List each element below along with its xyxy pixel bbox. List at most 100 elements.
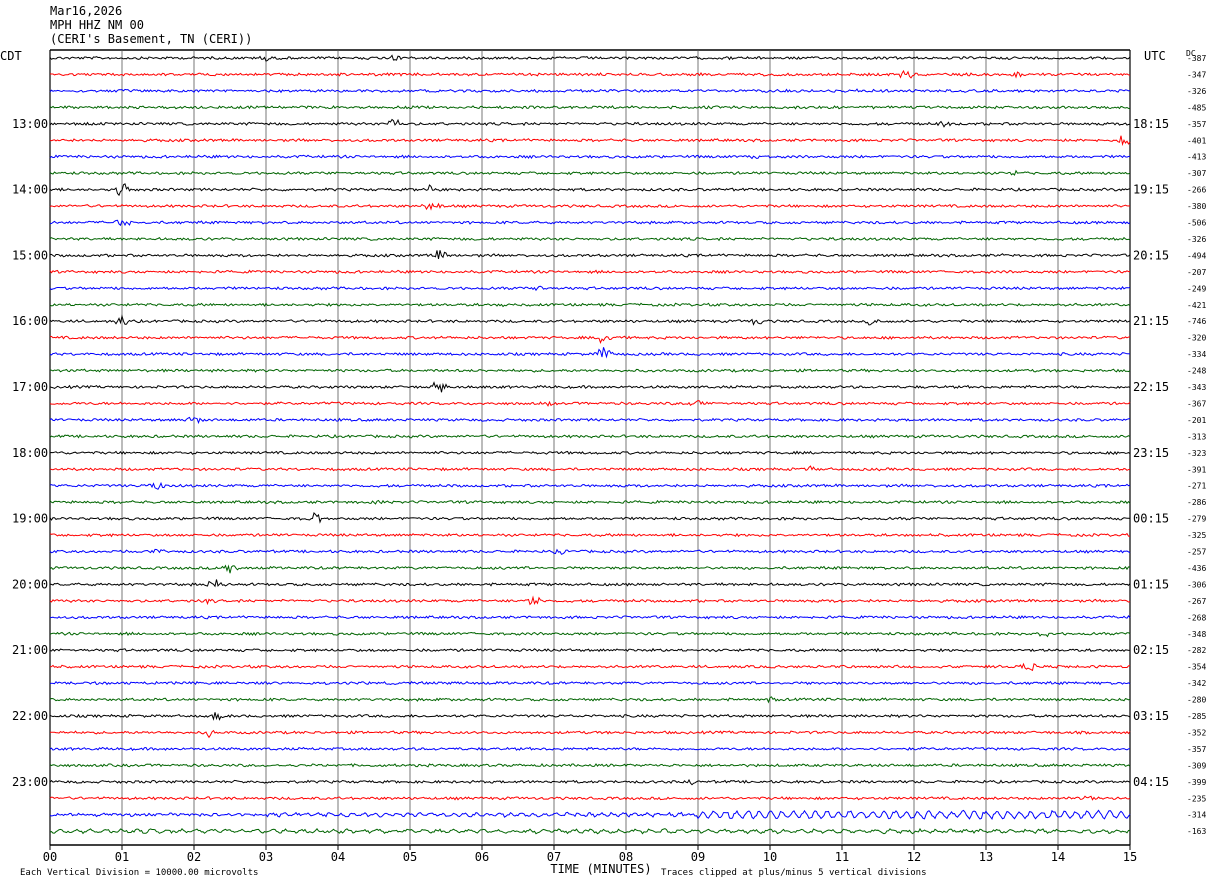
dc-offset-label: -326 <box>1187 235 1206 244</box>
utc-hour-label: 01:15 <box>1133 577 1169 591</box>
cdt-hour-label: 14:00 <box>12 183 48 197</box>
dc-offset-label: -266 <box>1187 186 1206 195</box>
trace-line <box>49 615 1131 620</box>
trace-line <box>49 499 1131 505</box>
trace-line <box>49 347 1131 359</box>
dc-offset-label: -323 <box>1187 449 1206 458</box>
dc-offset-label: -325 <box>1187 531 1206 540</box>
trace-line <box>49 302 1131 308</box>
trace-line <box>49 746 1131 752</box>
trace-line <box>49 69 1131 79</box>
dc-offset-label: -746 <box>1187 317 1206 326</box>
date-label: Mar16,2026 <box>50 4 123 18</box>
dc-label: DC <box>1186 49 1196 58</box>
dc-offset-label: -436 <box>1187 564 1206 573</box>
dc-offset-label: -282 <box>1187 646 1206 655</box>
x-tick-label: 03 <box>259 850 273 864</box>
location-label: (CERI's Basement, TN (CERI)) <box>50 32 253 46</box>
x-tick-label: 00 <box>43 850 57 864</box>
trace-line <box>49 712 1131 721</box>
dc-offset-label: -367 <box>1187 399 1206 408</box>
x-tick-label: 01 <box>115 850 129 864</box>
trace-line <box>50 729 1131 739</box>
utc-hour-label: 20:15 <box>1133 248 1169 262</box>
trace-line <box>49 219 1131 227</box>
dc-offset-label: -506 <box>1187 219 1206 228</box>
dc-offset-label: -285 <box>1187 712 1206 721</box>
trace-line <box>49 778 1131 786</box>
dc-offset-label: -380 <box>1187 202 1206 211</box>
dc-offset-label: -352 <box>1187 728 1206 737</box>
dc-offset-label: -401 <box>1187 136 1206 145</box>
trace-line <box>49 250 1131 259</box>
dc-offset-label: -257 <box>1187 548 1206 557</box>
x-tick-label: 14 <box>1051 850 1065 864</box>
trace-line <box>49 381 1131 393</box>
cdt-hour-label: 21:00 <box>12 643 48 657</box>
utc-hour-label: 04:15 <box>1133 775 1169 789</box>
trace-line <box>49 135 1131 147</box>
dc-offset-label: -342 <box>1187 679 1206 688</box>
trace-line <box>49 105 1131 110</box>
dc-offset-label: -313 <box>1187 432 1206 441</box>
dc-offset-label: -280 <box>1187 696 1206 705</box>
trace-line <box>49 269 1131 275</box>
dc-offset-label: -248 <box>1187 367 1206 376</box>
trace-line <box>49 680 1131 686</box>
cdt-hour-label: 20:00 <box>12 577 48 591</box>
dc-offset-label: -267 <box>1187 597 1206 606</box>
cdt-hour-label: 19:00 <box>12 512 48 526</box>
trace-line <box>49 595 1131 606</box>
x-tick-label: 09 <box>691 850 705 864</box>
trace-line <box>49 512 1131 524</box>
x-tick-label: 10 <box>763 850 777 864</box>
trace-line <box>49 548 1131 555</box>
trace-line <box>49 54 1131 62</box>
trace-line <box>49 696 1131 704</box>
utc-hour-label: 18:15 <box>1133 117 1169 131</box>
utc-hour-label: 23:15 <box>1133 446 1169 460</box>
trace-line <box>49 450 1131 455</box>
trace-line <box>49 532 1131 538</box>
dc-offset-label: -320 <box>1187 334 1206 343</box>
left-axis-label: CDT <box>0 49 22 63</box>
trace-line <box>49 314 1131 326</box>
trace-line <box>49 579 1131 588</box>
dc-offset-label: -306 <box>1187 580 1206 589</box>
dc-offset-label: -354 <box>1187 663 1206 672</box>
trace-line <box>49 416 1131 425</box>
dc-offset-label: -309 <box>1187 761 1206 770</box>
trace-line <box>49 399 1131 407</box>
cdt-hour-label: 22:00 <box>12 709 48 723</box>
dc-offset-label: -343 <box>1187 383 1206 392</box>
trace-line <box>49 169 1131 176</box>
trace-line <box>49 827 1131 835</box>
trace-line <box>49 368 1131 373</box>
dc-offset-label: -348 <box>1187 630 1206 639</box>
dc-offset-label: -268 <box>1187 613 1206 622</box>
dc-offset-label: -163 <box>1187 827 1206 836</box>
dc-offset-label: -494 <box>1187 251 1206 260</box>
x-tick-label: 05 <box>403 850 417 864</box>
dc-offset-label: -334 <box>1187 350 1206 359</box>
dc-offset-label: -399 <box>1187 778 1206 787</box>
right-axis-label: UTC <box>1144 49 1166 63</box>
clipping-note: Traces clipped at plus/minus 5 vertical … <box>661 868 927 878</box>
x-tick-label: 08 <box>619 850 633 864</box>
utc-hour-label: 03:15 <box>1133 709 1169 723</box>
dc-offset-label: -201 <box>1187 416 1206 425</box>
dc-offset-label: -357 <box>1187 120 1206 129</box>
trace-line <box>49 236 1131 242</box>
dc-offset-label: -307 <box>1187 169 1206 178</box>
trace-line <box>49 118 1131 128</box>
trace-line <box>49 809 1131 820</box>
dc-offset-label: -485 <box>1187 103 1206 112</box>
cdt-hour-label: 17:00 <box>12 380 48 394</box>
x-axis-title: TIME (MINUTES) <box>550 862 651 876</box>
cdt-hour-label: 23:00 <box>12 775 48 789</box>
dc-offset-label: -207 <box>1187 268 1206 277</box>
x-tick-label: 11 <box>835 850 849 864</box>
trace-line <box>49 183 1131 197</box>
utc-hour-label: 21:15 <box>1133 314 1169 328</box>
